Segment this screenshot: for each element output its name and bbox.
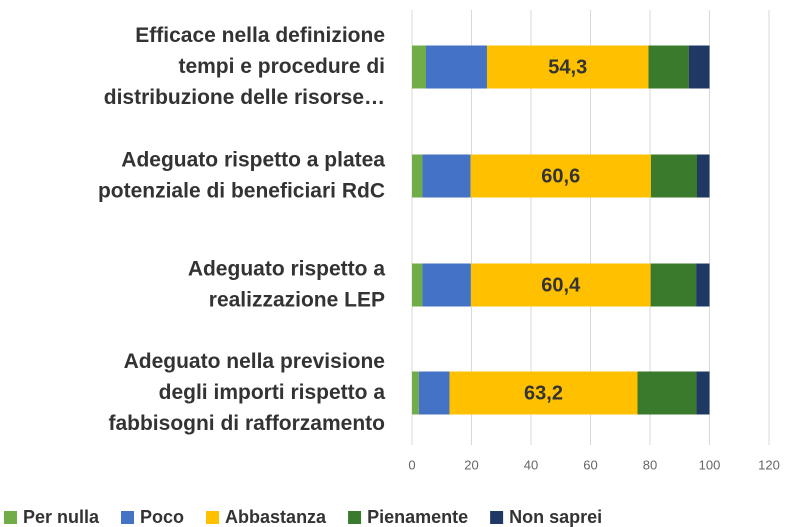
bar-segment [422, 154, 471, 198]
bar-segment [470, 263, 651, 307]
value-label: 60,4 [541, 274, 581, 296]
category-label: Adeguato rispetto a platea potenziale di … [98, 148, 385, 202]
bar-segment [650, 154, 698, 198]
legend-label: Per nulla [23, 507, 100, 527]
bar-segment [696, 371, 710, 415]
legend-label: Pienamente [367, 507, 468, 527]
legend-label: Abbastanza [225, 507, 327, 527]
bar-segment [648, 45, 689, 89]
bar-segment [412, 154, 423, 198]
legend-swatch [121, 511, 135, 524]
bar-segment [470, 154, 651, 198]
legend-swatch [348, 511, 362, 524]
bar-segment [412, 263, 423, 307]
legend-label: Non saprei [509, 507, 602, 527]
x-tick-label: 40 [524, 457, 538, 472]
bar-segment [697, 154, 710, 198]
bar-segment [412, 371, 419, 415]
bar-segment [696, 263, 710, 307]
bar-segment [637, 371, 697, 415]
x-tick-label: 60 [583, 457, 597, 472]
legend-swatch [490, 511, 504, 524]
x-tick-label: 120 [758, 457, 780, 472]
bar-segment [650, 263, 697, 307]
value-label: 63,2 [524, 382, 563, 404]
bar-segment [449, 371, 638, 415]
legend-swatch [206, 511, 220, 524]
bar-segment [486, 45, 649, 89]
category-label: Adeguato nella previsione degli importi r… [108, 350, 385, 435]
value-label: 54,3 [548, 56, 587, 78]
value-label: 60,6 [541, 165, 580, 187]
bar-segment [412, 45, 426, 89]
bar-segment [425, 45, 487, 89]
x-tick-label: 80 [643, 457, 657, 472]
legend-label: Poco [140, 507, 184, 527]
legend-swatch [4, 511, 17, 524]
x-tick-label: 0 [408, 457, 415, 472]
bar-segment [422, 263, 471, 307]
bar-segment [688, 45, 710, 89]
bar-segment [418, 371, 450, 415]
x-tick-label: 100 [699, 457, 721, 472]
category-label: Adeguato rispetto a realizzazione LEP [188, 257, 386, 311]
x-tick-label: 20 [464, 457, 478, 472]
category-label: Efficace nella definizione tempi e proced… [104, 24, 385, 109]
